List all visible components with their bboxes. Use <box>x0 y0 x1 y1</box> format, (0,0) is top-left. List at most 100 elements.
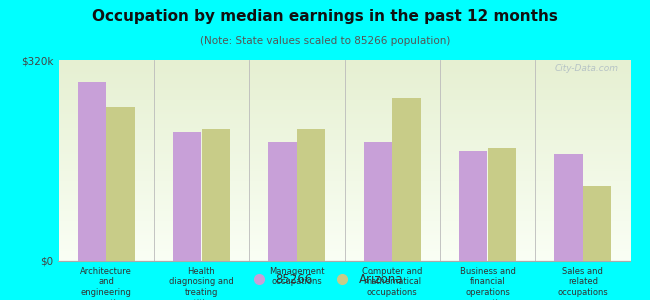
Bar <box>58 164 630 166</box>
Bar <box>58 126 630 128</box>
Bar <box>58 130 630 132</box>
Bar <box>58 92 630 94</box>
Bar <box>58 255 630 257</box>
Bar <box>58 221 630 223</box>
Bar <box>459 151 488 261</box>
Bar <box>58 237 630 239</box>
Bar <box>58 243 630 245</box>
Bar <box>58 231 630 233</box>
Bar <box>58 136 630 138</box>
Bar <box>488 148 516 261</box>
Bar <box>58 140 630 142</box>
Bar <box>58 102 630 104</box>
Bar <box>58 181 630 183</box>
Bar <box>58 96 630 98</box>
Bar <box>58 193 630 195</box>
Bar <box>58 76 630 78</box>
Bar <box>58 98 630 100</box>
Bar <box>58 157 630 158</box>
Bar <box>58 62 630 64</box>
Bar <box>583 186 612 261</box>
Bar <box>58 259 630 261</box>
Bar <box>58 257 630 259</box>
Bar <box>58 233 630 235</box>
Bar <box>58 112 630 114</box>
Bar <box>58 160 630 163</box>
Bar <box>58 116 630 118</box>
Bar <box>58 152 630 154</box>
Text: City-Data.com: City-Data.com <box>555 64 619 73</box>
Bar <box>58 82 630 84</box>
Bar <box>58 122 630 124</box>
Bar <box>58 142 630 144</box>
Bar <box>58 247 630 249</box>
Bar <box>58 132 630 134</box>
Bar <box>58 211 630 213</box>
Bar <box>58 199 630 201</box>
Bar <box>58 213 630 215</box>
Bar <box>58 106 630 108</box>
Bar <box>58 235 630 237</box>
Bar <box>58 84 630 86</box>
Bar <box>58 72 630 74</box>
Bar <box>58 158 630 160</box>
Bar <box>58 177 630 178</box>
Bar <box>58 219 630 221</box>
Bar <box>58 215 630 217</box>
Bar <box>58 251 630 253</box>
Bar <box>58 241 630 243</box>
Bar <box>106 107 135 261</box>
Bar <box>58 110 630 112</box>
Bar <box>202 129 230 261</box>
Bar <box>58 189 630 191</box>
Bar <box>58 94 630 96</box>
Bar <box>268 142 297 261</box>
Bar <box>58 225 630 227</box>
Bar <box>58 78 630 80</box>
Bar <box>173 132 202 261</box>
Bar <box>363 142 392 261</box>
Bar <box>58 120 630 122</box>
Bar <box>58 183 630 184</box>
Bar <box>58 253 630 255</box>
Bar <box>58 88 630 90</box>
Bar <box>58 169 630 170</box>
Bar <box>297 129 326 261</box>
Text: (Note: State values scaled to 85266 population): (Note: State values scaled to 85266 popu… <box>200 36 450 46</box>
Bar <box>58 223 630 225</box>
Bar <box>58 191 630 193</box>
Bar <box>58 80 630 82</box>
Bar <box>58 217 630 219</box>
Bar <box>58 144 630 146</box>
Bar <box>58 154 630 157</box>
Bar <box>58 74 630 76</box>
Bar <box>58 178 630 181</box>
Bar <box>58 197 630 199</box>
Bar <box>392 98 421 261</box>
Bar <box>58 239 630 241</box>
Bar <box>58 70 630 72</box>
Bar <box>58 170 630 172</box>
Bar <box>58 172 630 175</box>
Bar <box>58 64 630 66</box>
Bar <box>58 201 630 203</box>
Bar <box>58 114 630 116</box>
Bar <box>58 229 630 231</box>
Bar <box>58 167 630 169</box>
Bar <box>58 203 630 205</box>
Legend: 85266, Arizona: 85266, Arizona <box>242 269 408 291</box>
Bar <box>58 138 630 140</box>
Bar <box>58 209 630 211</box>
Bar <box>58 175 630 177</box>
Bar <box>58 227 630 229</box>
Bar <box>58 104 630 106</box>
Bar <box>58 205 630 207</box>
Bar <box>58 245 630 247</box>
Bar <box>58 195 630 197</box>
Bar <box>554 154 583 261</box>
Bar <box>58 128 630 130</box>
Bar <box>58 60 630 62</box>
Bar <box>58 148 630 150</box>
Bar <box>58 187 630 189</box>
Bar <box>58 184 630 187</box>
